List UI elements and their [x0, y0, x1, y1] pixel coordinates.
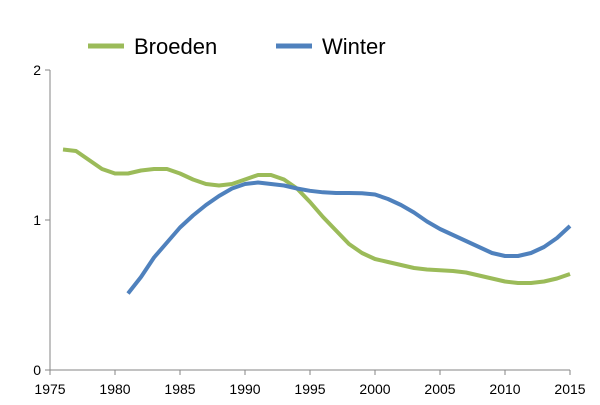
legend-label: Broeden	[134, 34, 217, 59]
legend-label: Winter	[322, 34, 386, 59]
legend-item-broeden: Broeden	[88, 34, 217, 59]
x-tick-label: 2000	[359, 381, 390, 397]
x-tick-label: 1990	[229, 381, 260, 397]
legend: Broeden Winter	[88, 34, 386, 59]
x-tick-label: 1975	[34, 381, 65, 397]
y-tick-label: 2	[33, 62, 41, 78]
legend-item-winter: Winter	[276, 34, 386, 59]
x-tick-label: 2010	[489, 381, 520, 397]
series-line-broeden	[62, 147, 571, 285]
y-tick-label: 1	[33, 212, 41, 228]
x-tick-label: 2005	[424, 381, 455, 397]
y-tick-label: 0	[33, 362, 41, 378]
series-line-winter	[126, 180, 572, 295]
x-tick-label: 1980	[99, 381, 130, 397]
axes: 0 1 2 1975 1980 1985 1990 1995 2000 2005 2010 2015	[33, 62, 586, 397]
x-tick-label: 1985	[164, 381, 195, 397]
x-tick-label: 1995	[294, 381, 325, 397]
series-lines	[62, 147, 572, 295]
x-tick-label: 2015	[554, 381, 585, 397]
